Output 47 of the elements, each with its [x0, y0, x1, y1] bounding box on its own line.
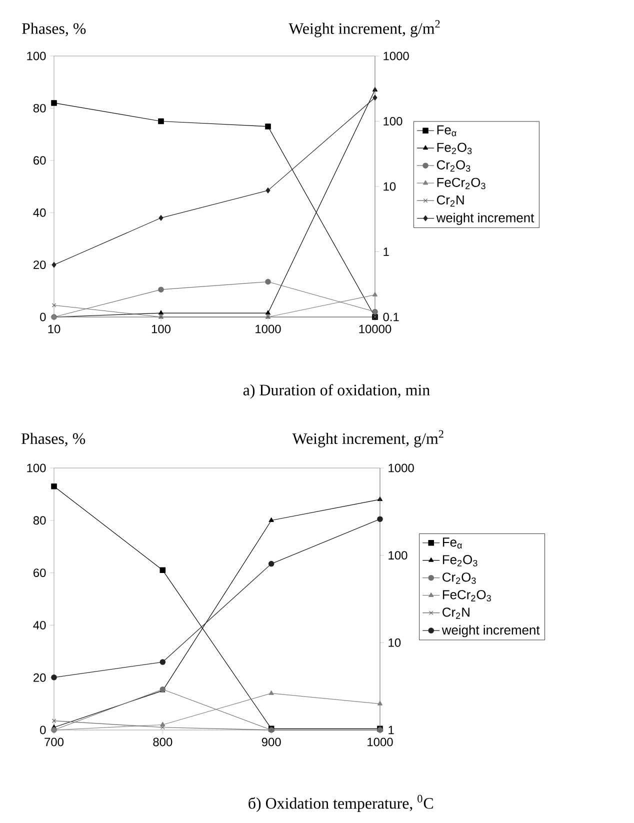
- y2-tick-label: 1000: [388, 464, 414, 472]
- legend-label: Cr$_{2}$N: [442, 608, 470, 619]
- y2-tick-label: 1: [388, 726, 394, 734]
- x-tick-label: 900: [262, 738, 281, 746]
- legend-label: Cr$_{2}$N: [436, 195, 464, 207]
- legend-label: Cr$_{2}$O$_{3}$: [436, 160, 470, 172]
- y-axis-title: Phases, %: [22, 22, 86, 36]
- legend-label: Cr$_{2}$O$_{3}$: [442, 572, 476, 584]
- y-tick-label: 100: [27, 464, 46, 472]
- y2-tick-label: 1: [384, 248, 389, 256]
- y-tick-label: 40: [33, 620, 46, 630]
- y-tick-label: 0: [40, 312, 46, 322]
- y-tick-label: 40: [33, 208, 46, 217]
- x-tick-label: 1000: [256, 324, 281, 334]
- x-tick-label: 100: [152, 324, 171, 334]
- x-axis-title: б) Oxidation temperature, $^{0}$C: [248, 794, 433, 812]
- y-tick-label: 60: [34, 568, 46, 578]
- y-tick-label: 20: [34, 260, 46, 270]
- legend-label: Fe$_{α}$: [442, 538, 462, 548]
- x-tick-label: 10000: [359, 324, 392, 334]
- y-tick-label: 80: [33, 516, 46, 525]
- y2-axis-title: Weight increment, g/m$^{2}$: [292, 430, 444, 448]
- y2-tick-label: 1000: [384, 52, 409, 60]
- legend-label: Fe$_{2}$O$_{3}$: [437, 142, 472, 154]
- y-tick-label: 20: [34, 673, 46, 682]
- y2-tick-label: 100: [388, 551, 408, 560]
- y2-tick-label: 100: [384, 117, 402, 126]
- x-tick-label: 700: [44, 738, 64, 746]
- y-axis-title: Phases, %: [21, 432, 86, 446]
- x-tick-label: 800: [153, 738, 172, 746]
- legend-label: FeCr$_{2}$O$_{3}$: [437, 178, 486, 190]
- x-axis-title: a) Duration of oxidation, min: [243, 384, 430, 399]
- x-tick-label: 10: [48, 324, 60, 334]
- y2-tick-label: 10: [384, 182, 396, 191]
- y2-tick-label: 10: [388, 638, 401, 647]
- legend-label: FeCr$_{2}$O$_{3}$: [442, 590, 491, 602]
- y2-axis-title: Weight increment, g/m$^{2}$: [288, 20, 440, 38]
- y-tick-label: 80: [33, 104, 46, 112]
- legend-label: weight increment: [436, 212, 534, 225]
- legend-label: Fe$_{2}$O$_{3}$: [442, 555, 478, 566]
- y-tick-label: 60: [34, 156, 46, 165]
- x-tick-label: 1000: [368, 738, 393, 746]
- legend-label: Fe$_{α}$: [437, 125, 456, 136]
- legend-label: weight increment: [442, 625, 540, 638]
- y-tick-label: 0: [40, 726, 46, 734]
- y2-tick-label: 0.1: [383, 312, 399, 322]
- y-tick-label: 100: [27, 52, 46, 60]
